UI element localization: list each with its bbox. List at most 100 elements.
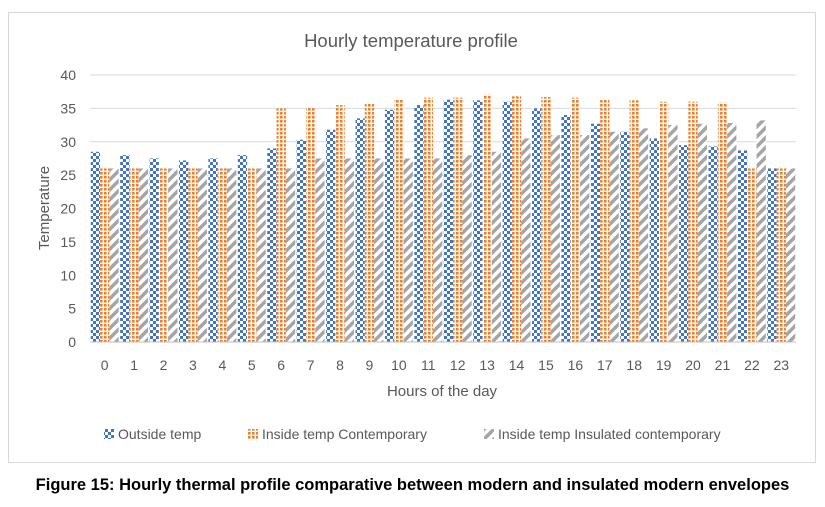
bar-series2-hour-9 <box>374 158 384 342</box>
bar-series1-hour-11 <box>423 97 433 342</box>
bar-series2-hour-12 <box>462 155 472 342</box>
bar-series0-hour-12 <box>443 99 454 342</box>
y-axis-label: Temperature <box>36 166 53 250</box>
bar-series0-hour-3 <box>179 160 189 342</box>
x-tick-label: 22 <box>744 357 760 373</box>
bar-series2-hour-15 <box>550 135 560 342</box>
x-axis-label: Hours of the day <box>387 383 498 400</box>
bar-series0-hour-6 <box>267 148 277 342</box>
x-tick-label: 6 <box>277 357 285 373</box>
y-tick-label: 35 <box>60 100 76 116</box>
x-tick-label: 2 <box>160 357 168 373</box>
x-tick-labels: 0 1 2 3 4 5 6 7 8 9 10 11 12 13 14 15 16 17 18 19 20 21 22 23 <box>101 357 789 373</box>
y-tick-labels: 0 5 10 15 20 25 30 35 40 <box>60 67 76 350</box>
x-tick-label: 13 <box>479 357 495 373</box>
x-tick-label: 8 <box>336 357 344 373</box>
bar-series0-hour-13 <box>473 100 483 342</box>
y-tick-label: 0 <box>68 334 76 350</box>
bar-series2-hour-8 <box>344 158 354 342</box>
bar-series1-hour-12 <box>453 97 463 342</box>
y-tick-label: 5 <box>68 301 76 317</box>
bar-series2-hour-16 <box>580 135 590 342</box>
y-tick-label: 20 <box>60 201 76 217</box>
bar-series0-hour-5 <box>237 155 248 342</box>
bar-series1-hour-1 <box>129 168 139 342</box>
bar-series2-hour-5 <box>256 168 266 342</box>
bar-series1-hour-7 <box>305 107 316 342</box>
bar-series2-hour-4 <box>227 168 237 342</box>
x-tick-label: 5 <box>248 357 256 373</box>
bar-series2-hour-22 <box>756 120 766 342</box>
x-tick-label: 19 <box>656 357 672 373</box>
bar-series2-hour-13 <box>491 151 502 342</box>
bar-series0-hour-21 <box>708 146 718 342</box>
bar-series1-hour-20 <box>688 101 698 342</box>
x-tick-label: 17 <box>597 357 613 373</box>
bar-series2-hour-17 <box>609 131 619 342</box>
figure-caption: Figure 15: Hourly thermal profile compar… <box>35 476 790 494</box>
x-tick-label: 1 <box>130 357 138 373</box>
chart-title: Hourly temperature profile <box>304 30 518 51</box>
bar-series2-hour-2 <box>168 168 178 342</box>
bar-series0-hour-14 <box>502 101 512 342</box>
bar-series1-hour-3 <box>188 168 198 342</box>
y-tick-label: 40 <box>60 67 76 83</box>
bar-series0-hour-22 <box>737 150 748 342</box>
y-tick-label: 30 <box>60 134 76 150</box>
bar-series2-hour-1 <box>138 168 149 342</box>
bar-series1-hour-17 <box>600 99 610 342</box>
bar-series1-hour-9 <box>364 103 375 342</box>
bar-series0-hour-15 <box>532 108 542 343</box>
x-tick-label: 3 <box>189 357 197 373</box>
y-tick-label: 10 <box>60 267 76 283</box>
bar-series1-hour-0 <box>100 168 110 342</box>
bar-series1-hour-13 <box>482 94 492 342</box>
bar-chart: Hourly temperature profile 0510152025303… <box>36 30 796 442</box>
legend: Outside temp Inside temp Contemporary In… <box>104 426 721 442</box>
x-tick-label: 0 <box>101 357 109 373</box>
bar-series1-hour-23 <box>776 168 786 342</box>
bar-series1-hour-10 <box>394 99 404 342</box>
legend-label-contemporary: Inside temp Contemporary <box>262 426 427 442</box>
legend-label-outside: Outside temp <box>118 426 201 442</box>
bar-series0-hour-8 <box>326 129 336 342</box>
bar-series2-hour-6 <box>285 168 296 342</box>
bar-series0-hour-19 <box>649 138 659 342</box>
bar-series1-hour-16 <box>570 97 581 342</box>
bar-series2-hour-21 <box>727 123 737 342</box>
bar-series1-hour-18 <box>629 100 639 342</box>
x-tick-label: 4 <box>218 357 226 373</box>
bar-series1-hour-21 <box>717 102 728 343</box>
x-tick-label: 14 <box>509 357 525 373</box>
x-tick-label: 16 <box>568 357 584 373</box>
bar-series2-hour-18 <box>638 128 649 342</box>
bar-series1-hour-5 <box>247 168 257 342</box>
bar-series1-hour-4 <box>217 168 228 342</box>
bar-series2-hour-3 <box>197 168 207 342</box>
x-tick-label: 21 <box>715 357 731 373</box>
bar-series0-hour-17 <box>590 123 601 342</box>
bar-series2-hour-23 <box>785 168 796 342</box>
bar-series0-hour-23 <box>767 168 777 342</box>
x-tick-label: 7 <box>307 357 315 373</box>
bar-series0-hour-7 <box>296 139 306 342</box>
legend-swatch-outside <box>104 429 114 439</box>
x-tick-label: 9 <box>366 357 374 373</box>
bar-series2-hour-20 <box>697 123 707 342</box>
bar-series0-hour-1 <box>120 155 130 342</box>
legend-swatch-contemporary <box>248 429 258 439</box>
legend-label-insulated: Inside temp Insulated contemporary <box>498 426 721 442</box>
bar-series1-hour-8 <box>335 105 345 342</box>
x-tick-label: 10 <box>391 357 407 373</box>
bar-series0-hour-0 <box>90 151 101 342</box>
bar-series1-hour-15 <box>541 97 551 342</box>
bar-series1-hour-19 <box>658 101 669 342</box>
legend-swatch-insulated <box>484 429 494 439</box>
x-tick-label: 23 <box>774 357 790 373</box>
bar-series2-hour-0 <box>109 168 119 342</box>
bar-series1-hour-22 <box>747 168 757 342</box>
bars <box>90 94 796 343</box>
bar-series2-hour-19 <box>668 125 678 342</box>
bar-series0-hour-9 <box>355 118 365 342</box>
bar-series0-hour-2 <box>149 158 159 342</box>
